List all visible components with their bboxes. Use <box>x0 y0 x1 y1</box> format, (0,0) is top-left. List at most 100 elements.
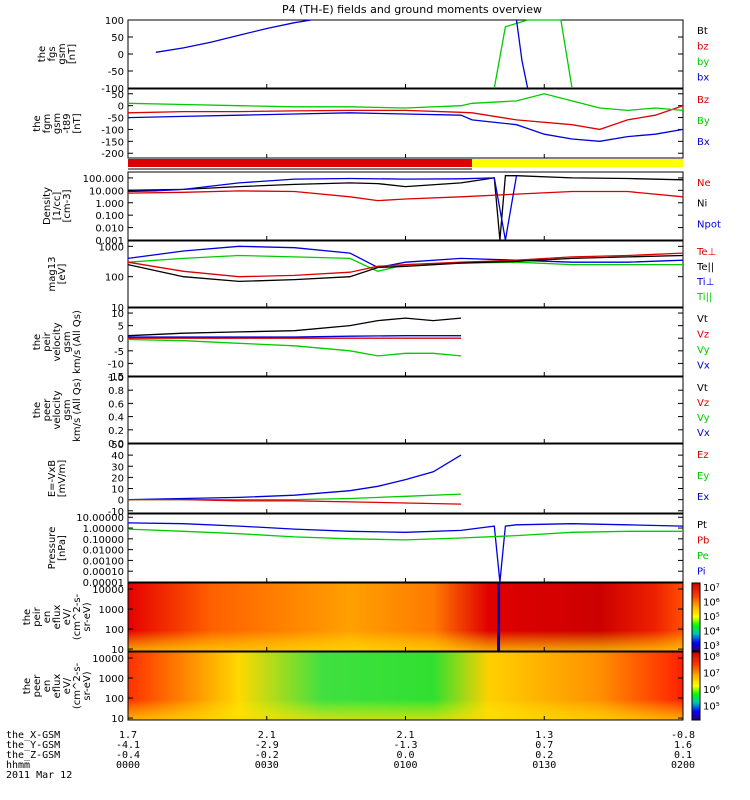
panel-frame <box>127 171 684 241</box>
y-tick-label: 5 <box>118 322 124 333</box>
legend-entry: by <box>697 57 709 68</box>
x-axis-date: 2011 Mar 12 <box>6 770 72 781</box>
legend-entry: bx <box>697 73 709 84</box>
legend-entry: Vt <box>697 383 708 394</box>
legend-entry: Vx <box>697 428 710 439</box>
y-tick-label: 0.00001 <box>83 578 124 589</box>
y-tick-label: 0.8 <box>108 386 124 397</box>
y-axis-label: sr-eV) <box>82 602 93 631</box>
colorbar-label: 10⁴ <box>703 627 720 638</box>
legend-entry: Vx <box>697 361 710 372</box>
y-tick-label: 10 <box>111 714 124 725</box>
y-tick-label: 0 <box>118 496 124 507</box>
legend-entry: Pe <box>697 551 709 562</box>
y-tick-label: -100 <box>101 84 124 95</box>
y-tick-label: 0.0 <box>108 439 124 450</box>
panel-mode_bar <box>128 159 683 170</box>
series-line-Ni <box>127 175 684 241</box>
x-axis-value: 0.1 <box>674 750 692 761</box>
x-axis-value: 0000 <box>116 760 140 771</box>
series-line-Pt <box>127 522 684 583</box>
y-tick-label: 0.00100 <box>83 556 124 567</box>
y-tick-label: 100.000 <box>83 174 124 185</box>
legend-entry: Pt <box>697 520 707 531</box>
y-axis-label: gsm <box>57 43 68 64</box>
y-axis-label: peer <box>32 674 43 698</box>
panel-peer_vel: 1.0 0.8 0.6 0.4 0.2 0.0 the peer velocity gsm km/s… <box>32 373 710 450</box>
y-tick-label: 10000 <box>92 654 124 665</box>
y-axis-label: velocity <box>52 390 63 429</box>
x-axis-value: -0.2 <box>255 750 279 761</box>
y-axis-label: eV/ <box>62 677 73 694</box>
y-axis-label: eflux <box>52 674 63 699</box>
series-line-Bx <box>127 112 684 142</box>
y-tick-label: 1000 <box>99 605 124 616</box>
y-axis-label: en <box>42 680 53 693</box>
legend-entry: Bt <box>697 26 708 37</box>
y-axis-label: the <box>22 678 33 694</box>
y-axis-label: gsm <box>52 113 63 134</box>
y-axis-label: gsm <box>62 331 73 352</box>
y-axis-label: (cm^2-s- <box>72 662 83 709</box>
series-line-Ne <box>127 190 684 202</box>
y-axis-label: [nT] <box>67 44 78 64</box>
y-axis-label: fgs <box>47 46 58 61</box>
panel-frame <box>127 376 684 444</box>
y-tick-label: 100 <box>105 16 124 27</box>
y-tick-label: 50 <box>111 33 124 44</box>
legend-entry: Ti|| <box>696 292 712 303</box>
y-tick-label: -15 <box>108 372 124 383</box>
x-axis-value: 2.1 <box>396 730 414 741</box>
y-tick-label: 0 <box>118 334 124 345</box>
y-tick-label: -100 <box>101 125 124 136</box>
series-line-Bz <box>127 105 684 131</box>
x-axis-value: -1.3 <box>393 740 417 751</box>
y-axis-label: [cm-3] <box>62 189 73 222</box>
y-tick-label: 0 <box>118 50 124 61</box>
legend-entry: Vy <box>697 345 710 356</box>
y-tick-label: 10000 <box>92 585 124 596</box>
colorbar-label: 10⁶ <box>703 685 720 696</box>
y-axis-label: [1/cc] <box>52 192 63 221</box>
legend-entry: Ne <box>697 178 711 189</box>
colorbar-label: 10³ <box>703 641 720 652</box>
y-axis-label: Pressure <box>47 527 58 570</box>
y-axis-label: km/s (All Qs) <box>72 378 83 442</box>
x-axis-value: 2.1 <box>258 730 276 741</box>
panel-frame <box>127 88 684 159</box>
y-tick-label: 100 <box>105 694 124 705</box>
panel-pressure: 10.000001.000000.100000.010000.001000.00… <box>47 513 709 589</box>
series-line-Pe <box>127 528 683 541</box>
y-axis-label: sr-eV) <box>82 671 93 700</box>
plot-title: P4 (TH-E) fields and ground moments over… <box>282 3 542 16</box>
y-axis-label: [mV/m] <box>57 460 68 498</box>
legend-entry: Vy <box>697 413 710 424</box>
y-axis-label: peer <box>42 398 53 422</box>
y-tick-label: 0.00010 <box>83 567 124 578</box>
y-tick-label: -50 <box>108 67 124 78</box>
panel-peer_eflux: 10⁸ 10⁷ 10⁶ 10⁵ 10000 1000 100 10 the peer en eflux… <box>22 651 720 725</box>
colorbar-label: 10⁸ <box>703 652 720 663</box>
series-line-by <box>493 19 573 89</box>
y-tick-label: 0.2 <box>108 426 124 437</box>
x-axis-value: -0.8 <box>671 730 695 741</box>
y-axis-label: en <box>42 611 53 624</box>
colorbar-label: 10⁷ <box>703 583 720 594</box>
y-tick-label: 0.100 <box>95 211 124 222</box>
mode-bar-segment <box>128 159 473 167</box>
y-axis-label: the <box>32 334 43 350</box>
y-tick-label: -10 <box>108 359 124 370</box>
y-tick-label: 30 <box>111 462 124 473</box>
x-axis-value: 1.6 <box>674 740 692 751</box>
legend-entry: Vz <box>697 398 709 409</box>
y-axis-label: the <box>32 115 43 131</box>
y-tick-label: -50 <box>108 114 124 125</box>
y-tick-label: 0.001 <box>95 236 124 247</box>
colorbar-label: 10⁷ <box>703 668 720 679</box>
legend-entry: Bz <box>697 95 709 106</box>
colorbar <box>691 651 701 721</box>
legend-entry: Npot <box>697 219 721 230</box>
y-axis-label: [nT] <box>72 113 83 133</box>
